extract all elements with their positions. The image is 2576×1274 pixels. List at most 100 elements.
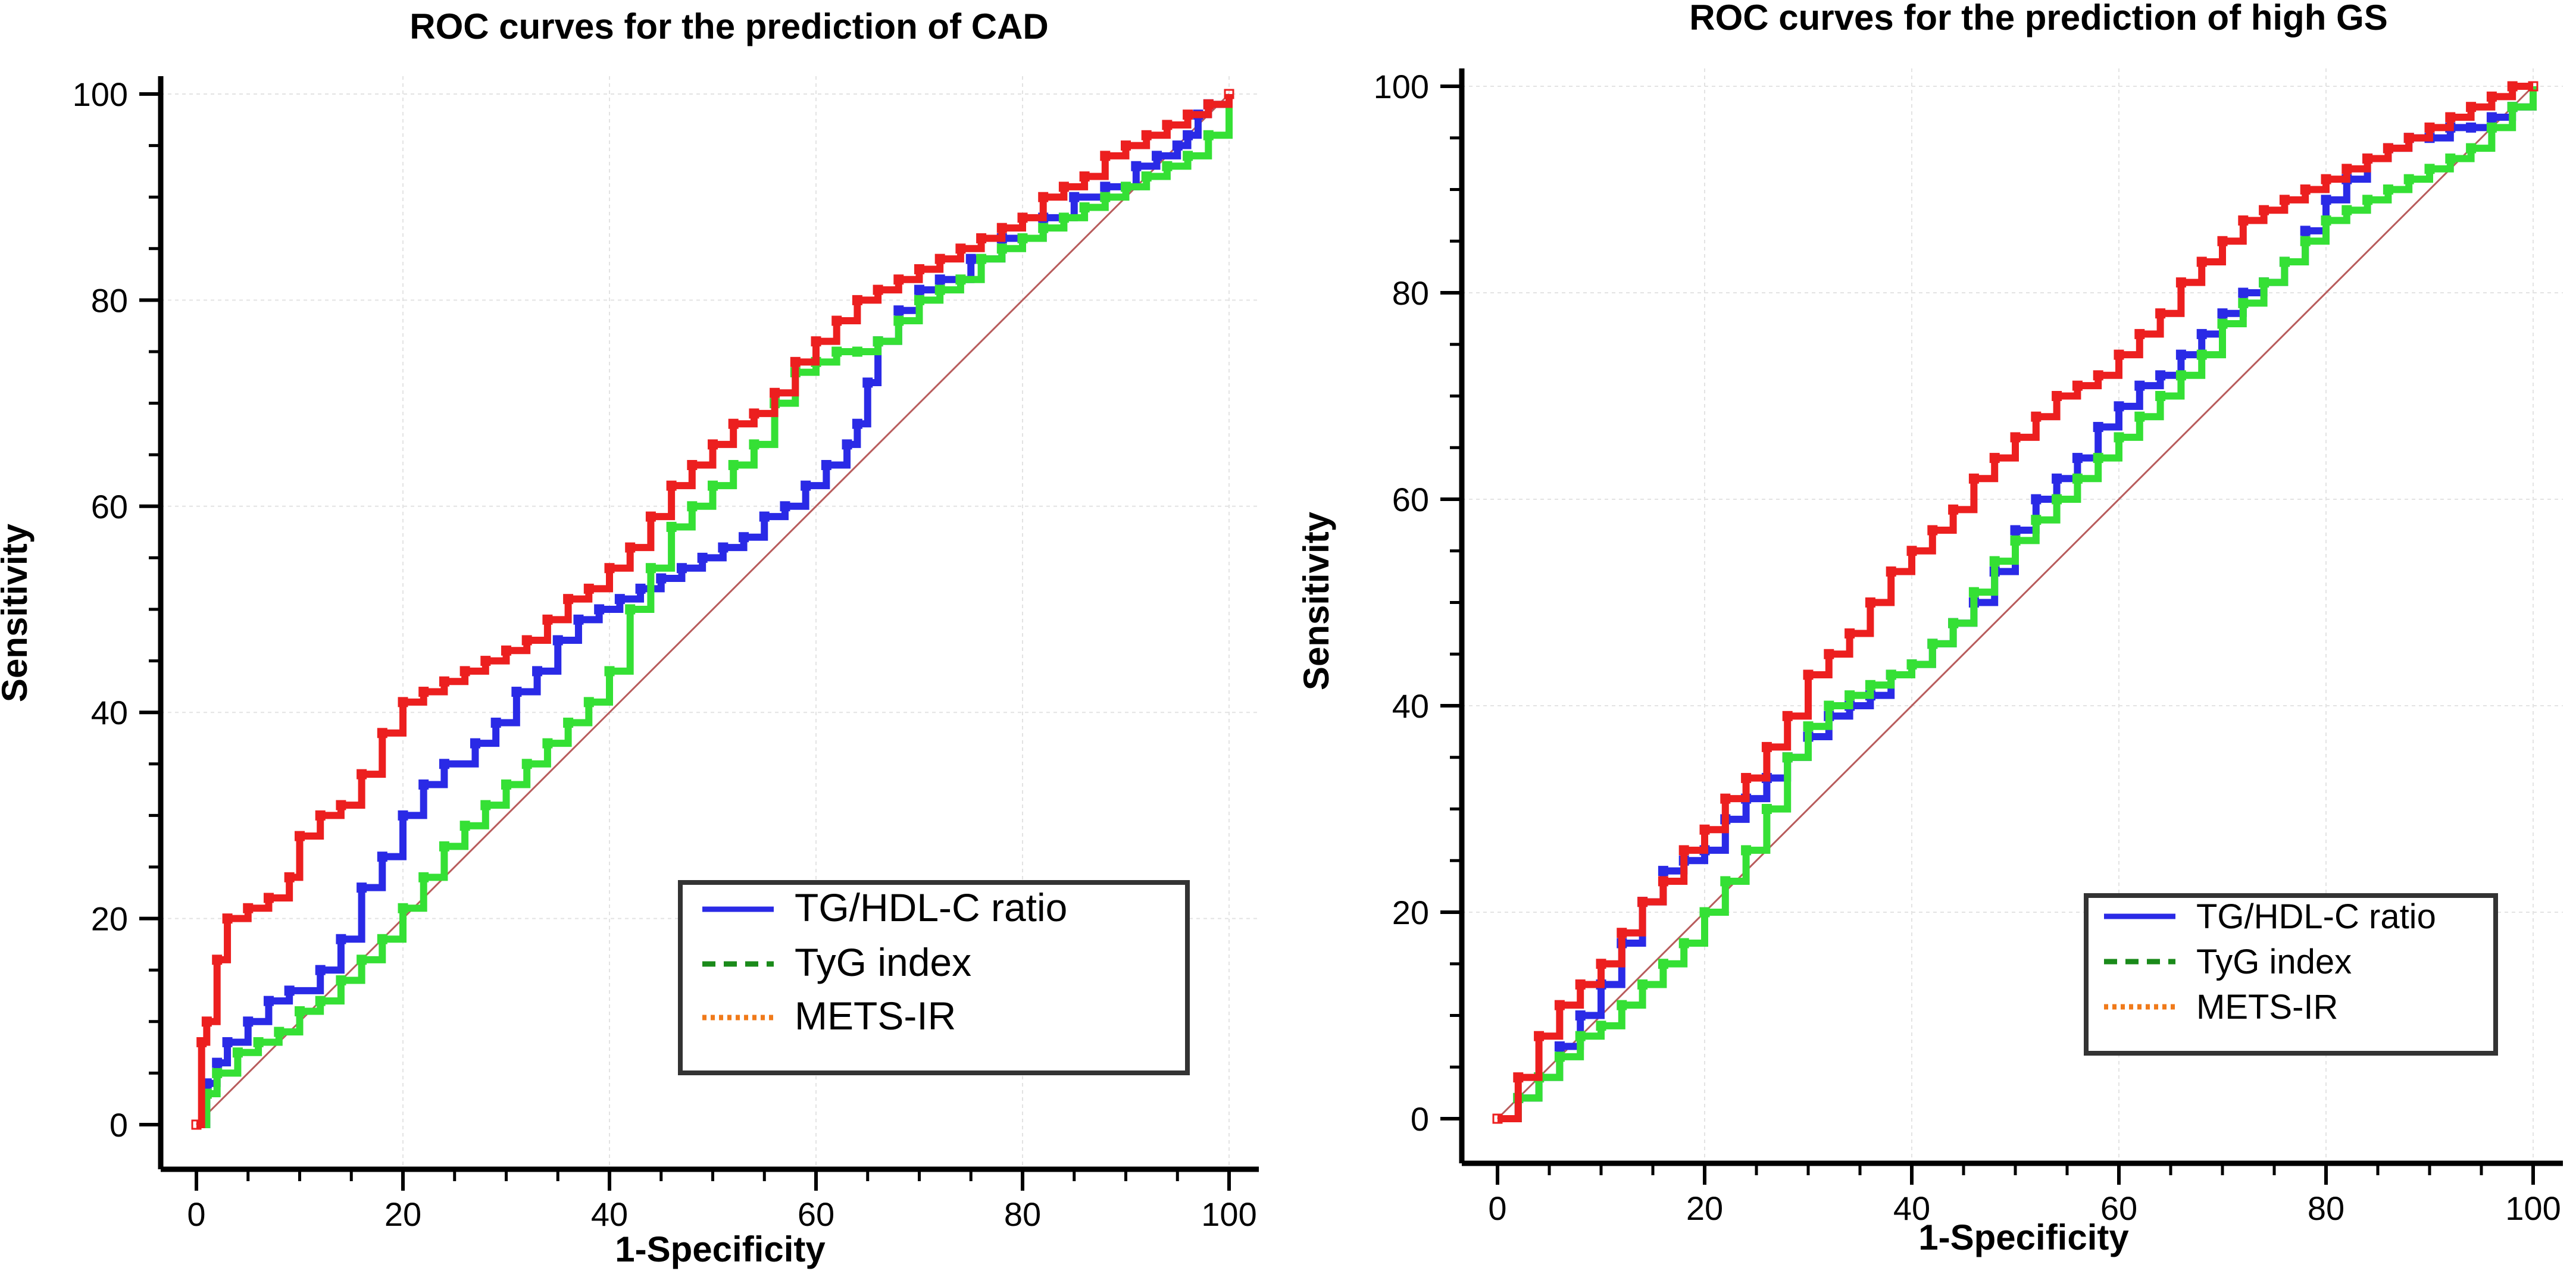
data-point-tyg-index xyxy=(1699,907,1710,918)
y-tick-label: 100 xyxy=(73,76,128,113)
series-line-tg-hdl-c-ratio xyxy=(196,94,1233,1128)
data-point-tg-hdl-c-ratio xyxy=(511,687,522,697)
data-point-mets-ir xyxy=(2155,308,2166,319)
data-point-tyg-index xyxy=(708,480,718,491)
data-point-tg-hdl-c-ratio xyxy=(1100,181,1111,192)
legend-label-tg-hdl: TG/HDL-C ratio xyxy=(2196,897,2436,936)
data-point-mets-ir xyxy=(1782,710,1793,721)
data-point-tyg-index xyxy=(418,872,429,882)
data-point-mets-ir xyxy=(2507,81,2518,92)
data-point-mets-ir xyxy=(2362,153,2373,164)
data-point-tg-hdl-c-ratio xyxy=(2300,226,2311,236)
data-point-tyg-index xyxy=(1803,721,1814,732)
legend: TG/HDL-C ratio TyG index METS-IR xyxy=(2084,893,2498,1056)
data-point-tyg-index xyxy=(2403,174,2414,184)
data-point-tyg-index xyxy=(728,460,739,471)
roc-chart-high-gs: ROC curves for the prediction of high GS… xyxy=(1296,0,2563,1257)
data-point-mets-ir xyxy=(1637,897,1648,907)
data-point-tg-hdl-c-ratio xyxy=(1069,192,1080,202)
data-point-mets-ir xyxy=(708,439,718,450)
data-point-tg-hdl-c-ratio xyxy=(284,985,295,996)
data-point-tyg-index xyxy=(996,243,1007,254)
data-point-mets-ir xyxy=(687,460,698,471)
x-tick-label: 0 xyxy=(1488,1190,1506,1227)
data-point-mets-ir xyxy=(1761,741,1772,752)
data-point-mets-ir xyxy=(2196,256,2207,267)
data-point-tyg-index xyxy=(1058,212,1069,223)
data-point-mets-ir xyxy=(2072,380,2083,391)
data-point-mets-ir xyxy=(2259,205,2269,215)
data-point-mets-ir xyxy=(2175,277,2186,288)
data-point-mets-ir xyxy=(201,1016,212,1027)
data-point-tg-hdl-c-ratio xyxy=(2093,422,2103,433)
data-point-mets-ir xyxy=(2424,122,2435,133)
data-point-mets-ir xyxy=(2031,411,2042,422)
data-point-tg-hdl-c-ratio xyxy=(801,480,811,491)
data-point-tg-hdl-c-ratio xyxy=(739,532,749,543)
data-point-tyg-index xyxy=(1017,233,1028,243)
y-tick-label: 80 xyxy=(91,281,128,319)
data-point-tg-hdl-c-ratio xyxy=(243,1016,254,1027)
data-point-mets-ir xyxy=(1575,979,1586,990)
data-point-tyg-index xyxy=(398,903,408,913)
data-point-mets-ir xyxy=(2217,236,2228,246)
data-point-mets-ir xyxy=(521,635,532,646)
data-point-mets-ir xyxy=(1554,1000,1565,1010)
data-point-tyg-index xyxy=(976,253,987,264)
data-point-mets-ir xyxy=(1596,959,1606,969)
data-point-tg-hdl-c-ratio xyxy=(2196,328,2207,339)
data-point-mets-ir xyxy=(1720,793,1731,804)
data-point-mets-ir xyxy=(1741,772,1752,783)
data-point-tyg-index xyxy=(1038,223,1049,233)
data-point-tyg-index xyxy=(2445,153,2456,164)
legend-label-mets-ir: METS-IR xyxy=(795,994,956,1038)
data-point-tg-hdl-c-ratio xyxy=(212,1057,223,1068)
data-point-tyg-index xyxy=(831,346,842,357)
data-point-tyg-index xyxy=(2279,256,2290,267)
data-point-tyg-index xyxy=(232,1047,243,1058)
data-point-mets-ir xyxy=(196,1037,207,1047)
data-point-tyg-index xyxy=(1968,587,1979,597)
data-point-tg-hdl-c-ratio xyxy=(780,501,790,512)
data-point-mets-ir xyxy=(418,687,429,697)
data-point-tyg-index xyxy=(583,697,594,708)
data-point-mets-ir xyxy=(1968,473,1979,484)
data-point-tyg-index xyxy=(2321,215,2331,226)
data-point-tyg-index xyxy=(2155,391,2166,401)
data-point-tg-hdl-c-ratio xyxy=(2466,122,2477,133)
data-point-tyg-index xyxy=(1678,938,1689,949)
data-point-mets-ir xyxy=(1989,453,2000,464)
data-point-tyg-index xyxy=(2175,370,2186,381)
data-point-tg-hdl-c-ratio xyxy=(357,882,367,893)
data-point-tyg-index xyxy=(1079,202,1090,213)
data-point-tg-hdl-c-ratio xyxy=(2072,453,2083,464)
data-point-tyg-index xyxy=(2052,494,2062,505)
data-point-tyg-index xyxy=(253,1037,264,1047)
data-point-tyg-index xyxy=(2341,205,2352,215)
data-point-mets-ir xyxy=(480,656,491,666)
data-point-tyg-index xyxy=(377,934,387,944)
series-line-tyg-index xyxy=(196,94,1233,1128)
data-point-tyg-index xyxy=(2362,195,2373,205)
data-point-tyg-index xyxy=(2383,184,2393,195)
data-point-tyg-index xyxy=(2072,473,2083,484)
data-point-tg-hdl-c-ratio xyxy=(821,460,831,471)
data-point-mets-ir xyxy=(645,511,656,522)
data-point-mets-ir xyxy=(2279,195,2290,205)
data-point-tg-hdl-c-ratio xyxy=(718,542,729,553)
x-tick-labels: 0 20 40 60 80 100 xyxy=(187,1195,1256,1233)
x-tick-label: 80 xyxy=(2308,1190,2344,1227)
data-point-mets-ir xyxy=(212,954,223,965)
data-point-mets-ir xyxy=(1100,151,1111,161)
data-point-tyg-index xyxy=(604,666,615,677)
data-point-tg-hdl-c-ratio xyxy=(2486,112,2497,123)
data-point-mets-ir xyxy=(1803,669,1814,680)
data-point-tg-hdl-c-ratio xyxy=(377,852,387,862)
series-lines xyxy=(1492,81,2539,1124)
y-tick-label: 60 xyxy=(91,488,128,525)
data-point-mets-ir xyxy=(852,295,862,305)
data-point-tyg-index xyxy=(1637,979,1648,990)
data-point-tyg-index xyxy=(1121,181,1131,192)
data-point-mets-ir xyxy=(1141,130,1152,140)
data-point-tyg-index xyxy=(2466,143,2477,154)
